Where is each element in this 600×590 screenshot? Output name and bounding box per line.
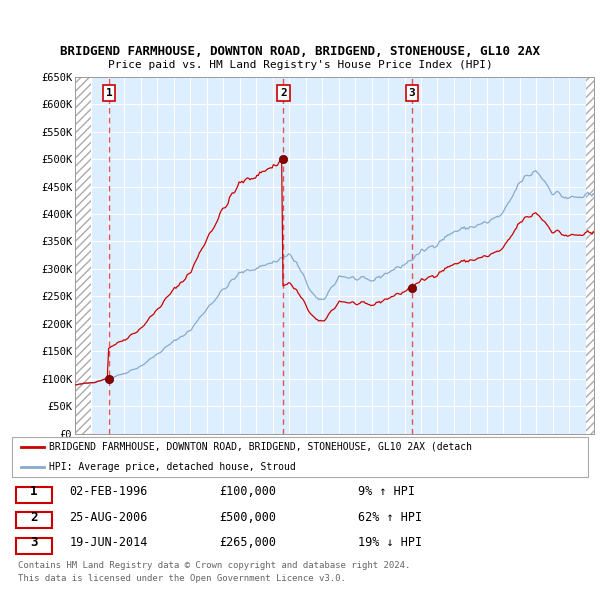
Text: HPI: Average price, detached house, Stroud: HPI: Average price, detached house, Stro… bbox=[49, 462, 296, 471]
Bar bbox=[586, 77, 594, 434]
FancyBboxPatch shape bbox=[16, 512, 52, 528]
Text: 19-JUN-2014: 19-JUN-2014 bbox=[70, 536, 148, 549]
Text: 02-FEB-1996: 02-FEB-1996 bbox=[70, 486, 148, 499]
Text: 2: 2 bbox=[280, 88, 287, 98]
Text: 62% ↑ HPI: 62% ↑ HPI bbox=[358, 511, 422, 524]
Text: Price paid vs. HM Land Registry's House Price Index (HPI): Price paid vs. HM Land Registry's House … bbox=[107, 60, 493, 70]
Text: £100,000: £100,000 bbox=[220, 486, 277, 499]
Text: This data is licensed under the Open Government Licence v3.0.: This data is licensed under the Open Gov… bbox=[18, 574, 346, 583]
Text: BRIDGEND FARMHOUSE, DOWNTON ROAD, BRIDGEND, STONEHOUSE, GL10 2AX: BRIDGEND FARMHOUSE, DOWNTON ROAD, BRIDGE… bbox=[60, 45, 540, 58]
FancyBboxPatch shape bbox=[16, 487, 52, 503]
Text: 19% ↓ HPI: 19% ↓ HPI bbox=[358, 536, 422, 549]
Text: Contains HM Land Registry data © Crown copyright and database right 2024.: Contains HM Land Registry data © Crown c… bbox=[18, 560, 410, 569]
FancyBboxPatch shape bbox=[16, 537, 52, 553]
Text: £500,000: £500,000 bbox=[220, 511, 277, 524]
FancyBboxPatch shape bbox=[12, 437, 588, 477]
Text: 3: 3 bbox=[30, 536, 38, 549]
Text: 3: 3 bbox=[409, 88, 416, 98]
Bar bbox=[75, 77, 91, 434]
Text: 1: 1 bbox=[30, 486, 38, 499]
Text: 1: 1 bbox=[106, 88, 113, 98]
Text: 9% ↑ HPI: 9% ↑ HPI bbox=[358, 486, 415, 499]
Text: 25-AUG-2006: 25-AUG-2006 bbox=[70, 511, 148, 524]
Text: £265,000: £265,000 bbox=[220, 536, 277, 549]
Text: 2: 2 bbox=[30, 511, 38, 524]
Text: BRIDGEND FARMHOUSE, DOWNTON ROAD, BRIDGEND, STONEHOUSE, GL10 2AX (detach: BRIDGEND FARMHOUSE, DOWNTON ROAD, BRIDGE… bbox=[49, 442, 472, 451]
